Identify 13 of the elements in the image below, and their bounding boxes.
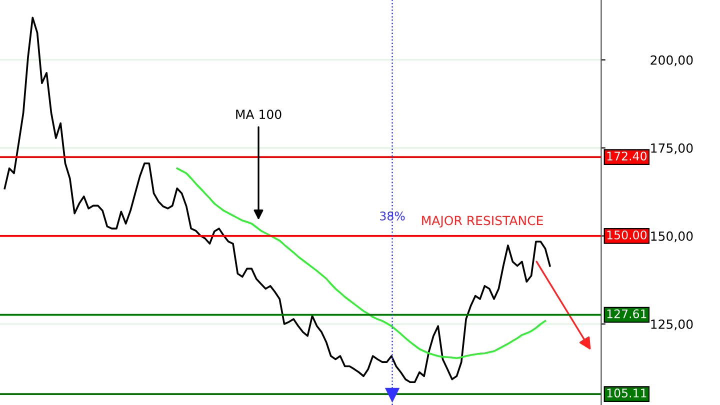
line-series	[4, 16, 551, 384]
annotation: MAJOR RESISTANCE	[422, 216, 543, 228]
y-tick-label: 175,00	[651, 143, 693, 154]
ref-line-label: 172.40	[607, 152, 647, 160]
line-series	[176, 167, 546, 360]
y-tick-label: 125,00	[651, 319, 693, 330]
ref-line-label: 150.00	[607, 230, 647, 240]
ref-line-label: 105.11	[607, 388, 646, 398]
annotation: 38%	[380, 212, 405, 220]
y-tick-label: 150,00	[651, 231, 693, 242]
ref-line-label: 127.61	[607, 309, 646, 318]
y-tick-label: 200,00	[650, 55, 693, 66]
annotation: MA 100	[236, 110, 282, 120]
